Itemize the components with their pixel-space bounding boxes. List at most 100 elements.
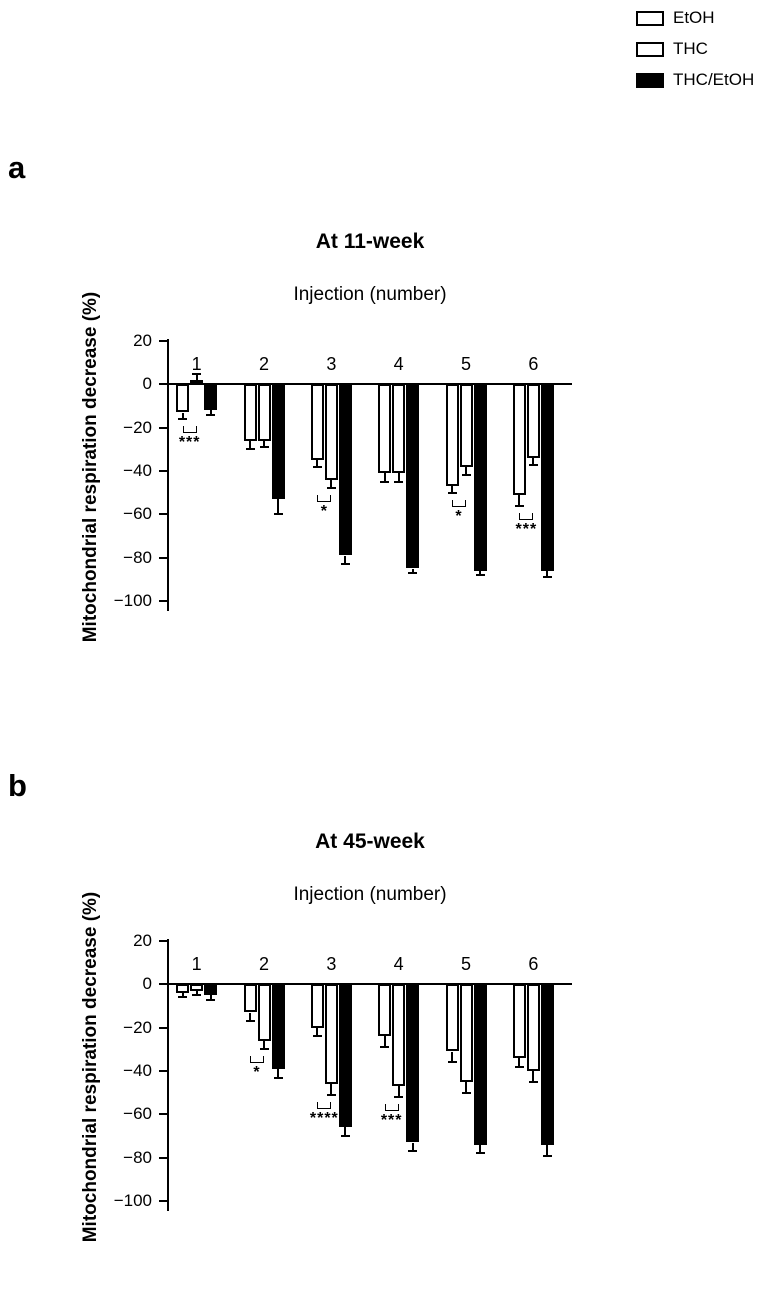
legend-label: EtOH [673,8,715,27]
error-bar-line [181,412,184,419]
bar-thc-etoh [271,384,285,500]
error-bar-line [411,1142,414,1152]
category-label: 4 [393,354,404,375]
error-bar-line [263,1040,265,1050]
significance-bracket [519,512,534,520]
error-bar-line [397,1086,400,1097]
bar-etoh [310,384,324,461]
significance-label: *** [178,434,201,451]
error-bar-cap [326,1093,336,1096]
y-tick-mark [159,426,168,429]
category-label: 3 [326,954,337,975]
significance-label: * [253,1064,261,1082]
significance-bracket [452,499,466,507]
error-bar-cap [245,1020,255,1023]
error-bar-line [518,494,521,506]
error-bar-line [344,1127,347,1136]
error-bar-cap [447,1061,457,1064]
legend-swatch-black-icon [636,73,664,88]
bar-thc [459,384,473,467]
category-label: 2 [258,954,269,975]
bar-etoh [176,384,190,413]
bar-thc [526,384,540,458]
error-bar-line [451,1051,453,1063]
bar-thc [257,384,271,441]
error-bar-cap [542,1154,552,1157]
chart-title: At 45-week [315,830,425,853]
category-label: 3 [326,354,337,375]
bar-thc-etoh [338,384,352,556]
error-bar-cap [312,465,322,468]
error-bar-line [209,995,212,1000]
y-tick-label: 0 [142,374,152,394]
significance-bracket [317,1101,332,1109]
error-bar-cap [340,1135,350,1137]
error-bar-cap [394,1096,404,1098]
legend-item: THC [636,39,780,61]
error-bar-cap [461,474,471,477]
significance-bracket [250,1056,264,1064]
error-bar-cap [394,480,404,483]
bar-thc [526,984,540,1071]
bar-thc-etoh [204,984,218,996]
bar-etoh [243,384,257,441]
error-bar-line [195,373,198,380]
error-bar-cap [340,563,350,566]
error-bar-line [479,1144,481,1154]
panel-label-b: b [8,768,27,803]
chart-title: At 11-week [315,230,425,253]
error-bar-cap [273,513,283,516]
error-bar-line [411,568,414,573]
y-axis-line [167,939,169,1211]
bar-thc-etoh [271,984,285,1069]
bar-thc [257,984,271,1041]
bar-etoh [243,984,257,1013]
y-tick-label: −40 [123,1061,152,1080]
error-bar-cap [178,996,188,999]
bar-thc [190,380,204,385]
error-bar-cap [192,994,202,997]
legend-swatch-checker-icon [636,42,664,57]
error-bar-cap [259,446,269,449]
error-bar-cap [380,480,390,483]
bar-thc [392,384,406,474]
significance-bracket [384,1104,399,1111]
error-bar-line [316,460,319,467]
bar-thc [324,984,338,1084]
bar-thc-etoh [473,384,487,571]
y-tick-mark [159,1070,168,1072]
error-bar-cap [447,491,457,494]
error-bar-line [518,1058,521,1067]
bar-thc-etoh [540,984,554,1145]
category-label: 6 [528,354,539,375]
error-bar-line [465,1081,467,1093]
y-tick-mark [159,940,168,942]
panel-label-a: a [8,150,26,185]
error-bar-line [209,410,212,415]
error-bar-cap [475,1152,485,1155]
error-bar-cap [408,1150,418,1153]
x-axis-label: Injection (number) [293,884,447,905]
bar-thc [324,384,338,480]
error-bar-cap [245,448,255,451]
error-bar-cap [273,1076,283,1079]
x-axis-line [167,383,572,386]
legend-label: THC/EtOH [673,70,755,89]
y-axis-label: Mitochondrial respiration decrease (%) [80,891,101,1243]
error-bar-cap [528,463,538,466]
error-bar-line [330,1084,333,1095]
category-label: 5 [460,954,471,975]
bar-thc-etoh [406,984,420,1143]
bar-etoh [512,984,526,1058]
error-bar-line [277,499,279,515]
category-label: 6 [528,954,539,975]
bar-etoh [445,384,459,487]
y-tick-mark [159,983,168,986]
significance-bracket [182,426,197,433]
error-bar-cap [312,1035,322,1038]
legend-item: THC/EtOH [636,70,780,92]
error-bar-line [249,440,251,450]
error-bar-line [397,473,400,482]
error-bar-line [532,458,535,465]
